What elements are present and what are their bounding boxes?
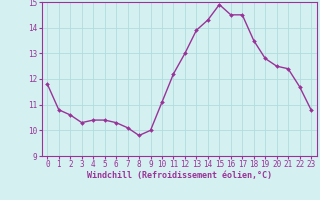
X-axis label: Windchill (Refroidissement éolien,°C): Windchill (Refroidissement éolien,°C) xyxy=(87,171,272,180)
